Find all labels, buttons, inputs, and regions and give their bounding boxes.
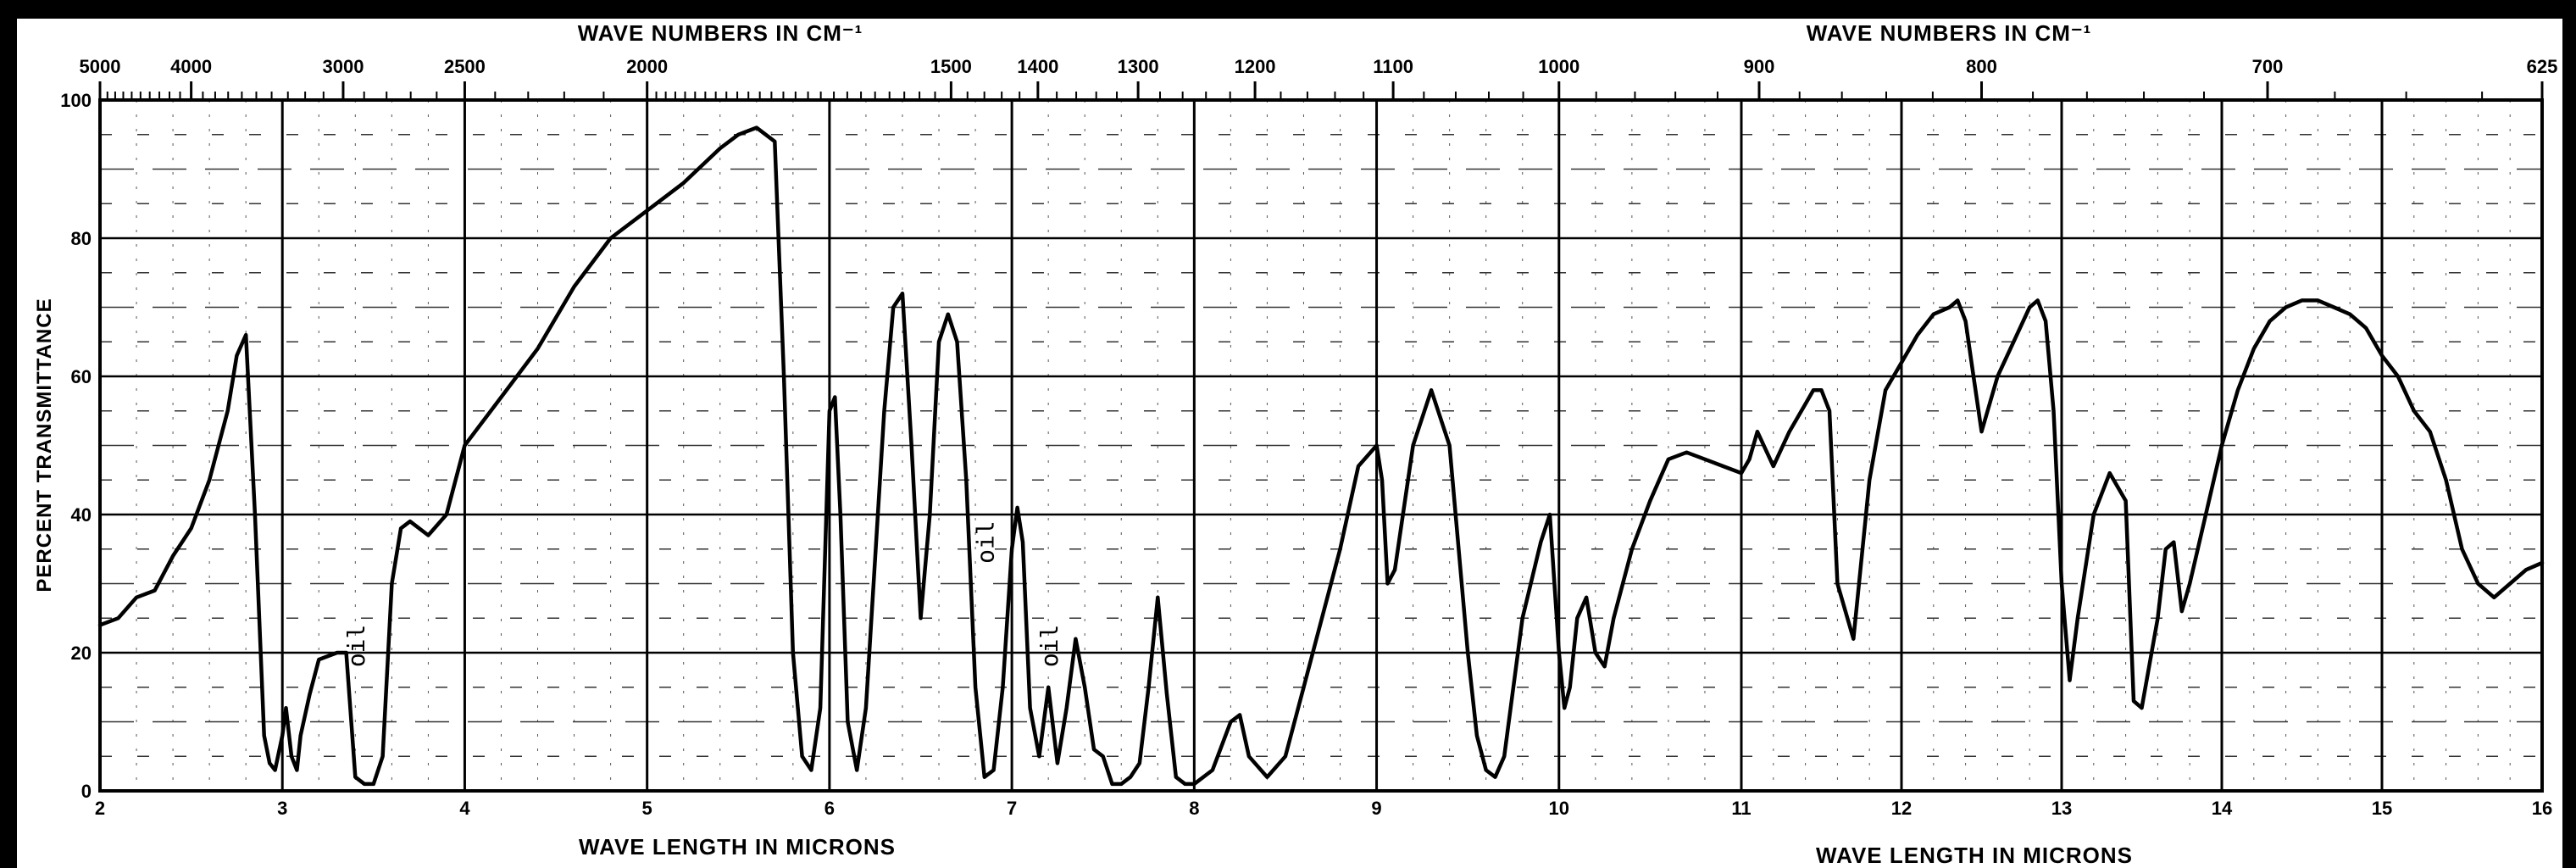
- top-tick-label: 1400: [1017, 56, 1058, 77]
- paper-background: [17, 19, 2562, 868]
- bottom-axis-label-left: WAVE LENGTH IN MICRONS: [579, 834, 896, 860]
- y-axis-label: PERCENT TRANSMITTANCE: [33, 298, 56, 592]
- x-tick-label: 8: [1189, 798, 1199, 819]
- top-tick-label: 5000: [80, 56, 121, 77]
- x-tick-label: 6: [824, 798, 835, 819]
- bottom-axis-label-right: WAVE LENGTH IN MICRONS: [1816, 843, 2133, 868]
- top-tick-label: 1100: [1373, 56, 1413, 77]
- top-tick-label: 625: [2527, 56, 2558, 77]
- top-tick-label: 700: [2252, 56, 2284, 77]
- x-tick-label: 14: [2212, 798, 2233, 819]
- x-tick-label: 11: [1731, 798, 1751, 819]
- y-tick-label: 100: [60, 90, 92, 111]
- top-tick-label: 3000: [322, 56, 364, 77]
- y-tick-label: 0: [81, 781, 92, 802]
- oil-annotation: oil: [1035, 625, 1063, 668]
- x-tick-label: 2: [95, 798, 105, 819]
- top-tick-label: 1000: [1538, 56, 1579, 77]
- top-tick-label: 4000: [170, 56, 212, 77]
- plot-frame: [98, 98, 2544, 793]
- transmittance-trace: [97, 125, 2545, 787]
- top-tick-label: 900: [1744, 56, 1775, 77]
- top-tick-label: 2000: [626, 56, 668, 77]
- x-axis-tick-labels: 2 3 4 5 6 7 8 9 10 11 12 13 14 15 16: [95, 798, 2552, 819]
- y-tick-label: 60: [71, 366, 92, 387]
- x-tick-label: 15: [2372, 798, 2392, 819]
- x-tick-label: 5: [642, 798, 652, 819]
- y-axis-tick-labels: 0 20 40 60 80 100: [60, 90, 92, 802]
- x-tick-label: 7: [1007, 798, 1017, 819]
- top-tick-label: 800: [1966, 56, 1997, 77]
- x-tick-label: 4: [459, 798, 470, 819]
- x-tick-label: 10: [1549, 798, 1569, 819]
- top-tick-label: 1500: [930, 56, 972, 77]
- x-tick-label: 3: [277, 798, 287, 819]
- y-tick-label: 40: [71, 504, 92, 526]
- top-axis-ticks: 5000 4000 3000 2500 2000 1500 1400 1300 1200 1100…: [80, 56, 2558, 100]
- oil-annotation: oil: [972, 520, 1000, 564]
- x-tick-label: 9: [1371, 798, 1381, 819]
- y-tick-label: 80: [71, 228, 92, 249]
- top-tick-label: 1300: [1118, 56, 1159, 77]
- minor-grid: [100, 100, 2542, 791]
- top-tick-label: 1200: [1235, 56, 1276, 77]
- x-tick-label: 13: [2051, 798, 2072, 819]
- x-tick-label: 12: [1891, 798, 1912, 819]
- x-tick-label: 16: [2532, 798, 2552, 819]
- y-tick-label: 20: [71, 643, 92, 664]
- top-tick-label: 2500: [444, 56, 486, 77]
- top-axis-label-right: WAVE NUMBERS IN CM⁻¹: [1807, 20, 2092, 46]
- top-axis-label-left: WAVE NUMBERS IN CM⁻¹: [578, 20, 863, 46]
